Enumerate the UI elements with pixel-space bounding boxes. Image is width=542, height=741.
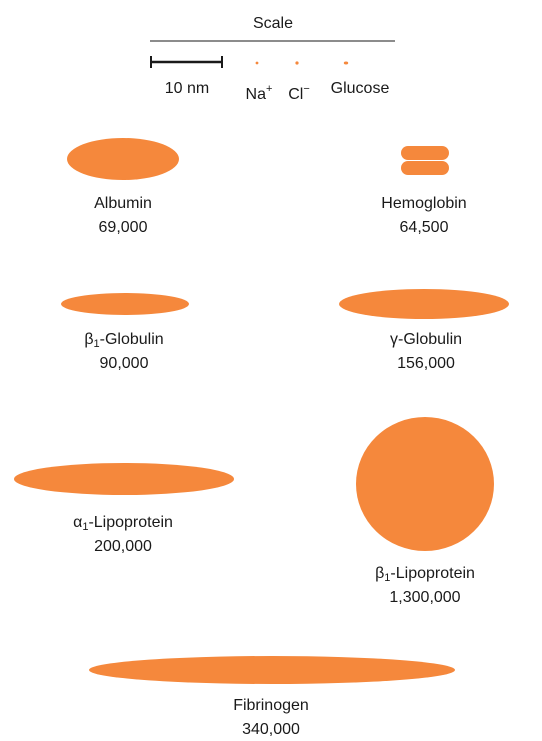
molecule-name: Fibrinogen [233,697,309,714]
molecule-name: Hemoglobin [381,195,467,212]
beta1-lipoprotein-shape [356,417,494,551]
glucose-label: Glucose [330,80,390,97]
chloride-ion-marker [295,61,299,65]
molecule-name: β1-Lipoprotein [375,565,475,584]
molecule-name: α1-Lipoprotein [73,514,173,533]
scale-bar [150,56,223,68]
hemoglobin-label: Hemoglobin 64,500 [381,194,466,238]
molecular-weight: 156,000 [397,355,455,372]
molecule-name: β1-Globulin [84,331,164,350]
fibrinogen-shape [89,656,455,684]
alpha1-lipoprotein-label: α1-Lipoprotein 200,000 [73,513,173,557]
molecule-name: γ-Globulin [389,331,463,348]
gamma-globulin-shape [339,289,509,319]
chloride-ion-label: Cl− [288,83,310,103]
beta1-globulin-shape [61,293,189,315]
molecular-weight: 340,000 [242,721,300,738]
molecular-weight: 200,000 [94,538,152,555]
sodium-ion-label: Na+ [245,83,273,103]
gamma-globulin-label: γ-Globulin 156,000 [390,330,462,374]
alpha1-lipoprotein-shape [14,463,234,495]
hemoglobin-shape [401,146,449,175]
sodium-ion-marker [255,61,259,65]
molecular-weight: 1,300,000 [389,589,461,606]
scale-title: Scale [252,15,294,32]
albumin-label: Albumin 69,000 [94,194,152,238]
molecule-name: Albumin [94,195,152,212]
beta1-globulin-label: β1-Globulin 90,000 [84,330,163,374]
albumin-shape [67,138,179,180]
glucose-marker [343,61,349,65]
beta1-lipoprotein-label: β1-Lipoprotein 1,300,000 [375,564,475,608]
molecular-weight: 69,000 [98,219,148,236]
fibrinogen-label: Fibrinogen 340,000 [233,696,309,740]
molecular-weight: 64,500 [399,219,449,236]
scale-bar-label: 10 nm [164,80,210,97]
molecular-weight: 90,000 [99,355,149,372]
